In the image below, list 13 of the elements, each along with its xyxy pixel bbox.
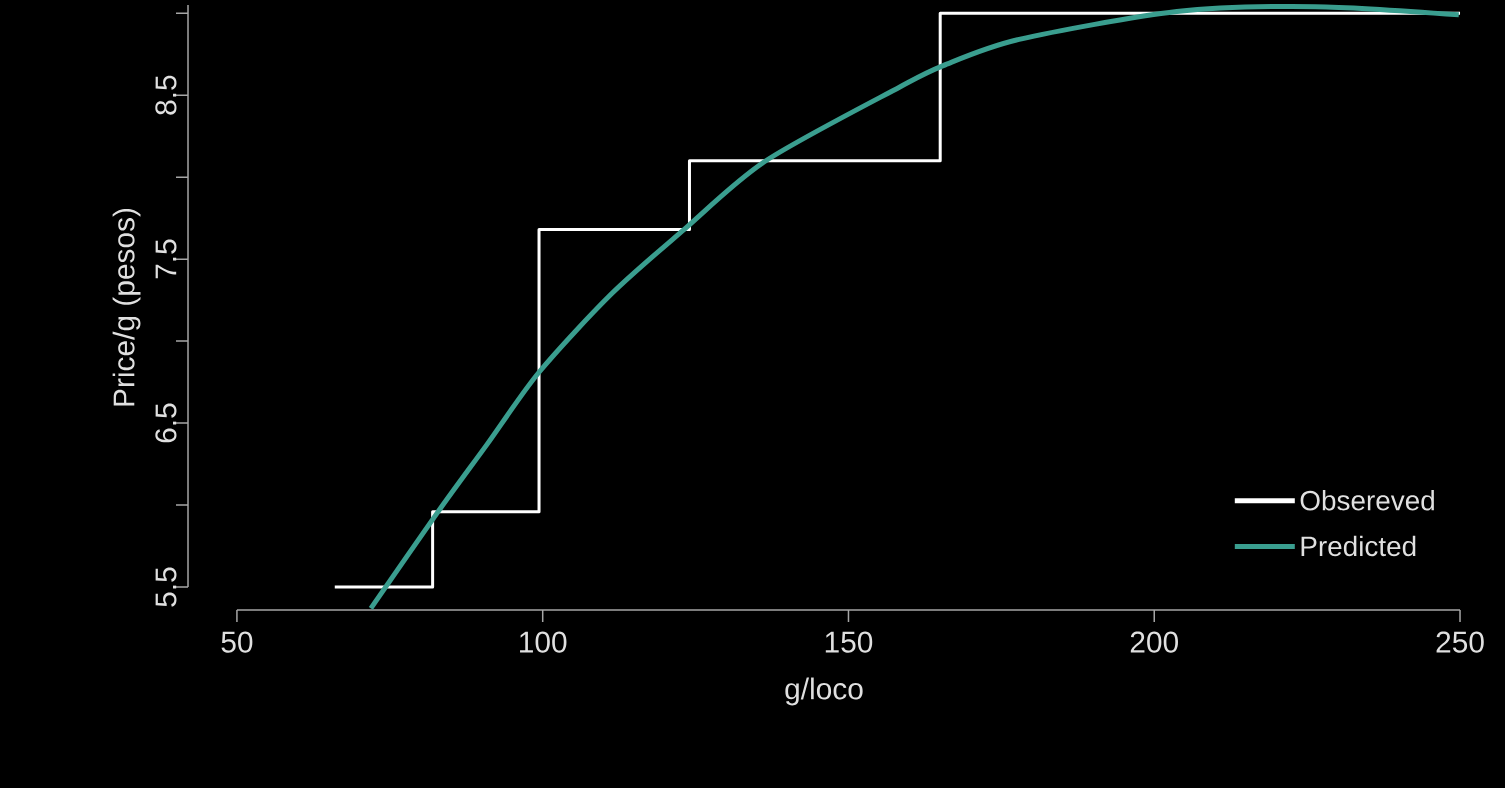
x-axis-title: g/loco <box>785 677 863 706</box>
x-tick-label: 200 <box>1130 631 1178 653</box>
legend-label: Predicted <box>1301 535 1416 557</box>
x-tick-label: 150 <box>825 631 873 653</box>
y-tick-label: 6.5 <box>155 403 177 443</box>
x-tick-label: 50 <box>221 631 253 653</box>
x-tick-label: 250 <box>1436 631 1484 653</box>
legend-label: Obsereved <box>1300 490 1434 511</box>
x-tick-label: 100 <box>520 631 567 653</box>
y-tick-label: 7.5 <box>155 239 177 279</box>
y-tick-label: 8.5 <box>155 75 177 115</box>
y-axis-title: Price/g (pesos) <box>112 208 141 406</box>
y-tick-label: 5.5 <box>155 567 177 607</box>
